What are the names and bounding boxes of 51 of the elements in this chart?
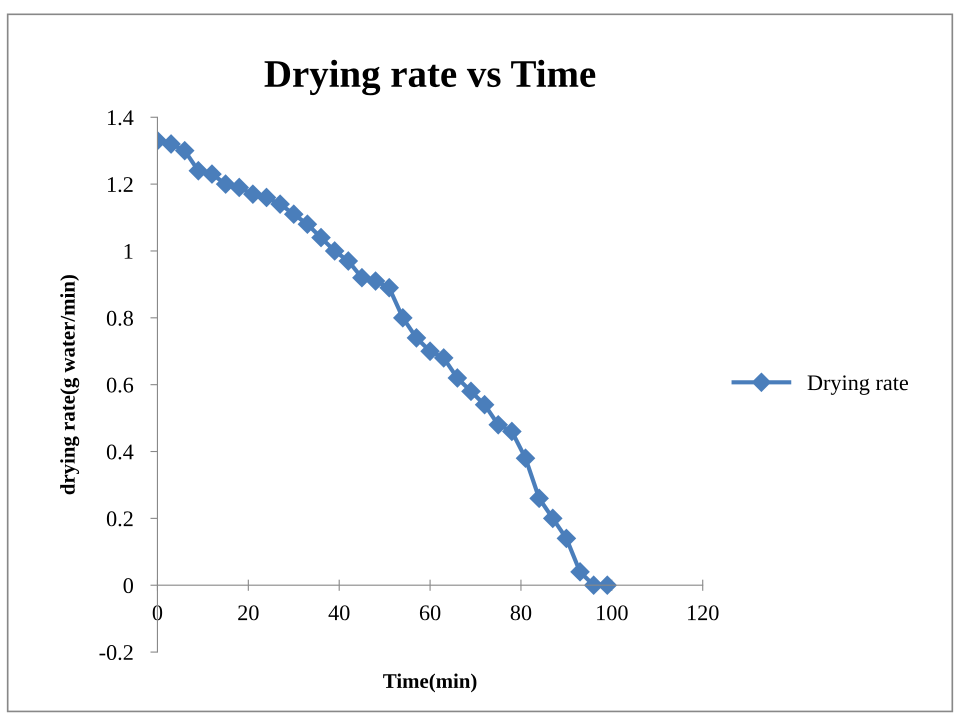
point [270, 194, 290, 214]
x-axis-title: Time(min) [383, 673, 476, 692]
point [543, 508, 562, 528]
point [311, 228, 331, 248]
y-tick-label: 0.2 [106, 511, 133, 526]
y-tick-label: 1.2 [108, 177, 133, 192]
legend-label: Drying rate [808, 375, 908, 395]
point [188, 161, 208, 180]
x-tick-label: 60 [420, 605, 440, 620]
y-tick-label: 1.4 [108, 110, 134, 126]
x-tick-label: 0 [152, 605, 162, 620]
x-tick-label: 100 [597, 605, 628, 620]
point [230, 178, 249, 197]
point [461, 382, 481, 401]
y-tick-label: 0.8 [106, 310, 133, 326]
point [475, 395, 494, 414]
point [420, 342, 440, 361]
point [325, 241, 344, 260]
x-tick-label: 120 [688, 605, 719, 620]
point [256, 188, 276, 208]
point [434, 348, 454, 368]
point [556, 528, 576, 548]
point [448, 368, 467, 388]
y-tick-label: 0 [124, 578, 133, 594]
x-tick-label: 80 [510, 605, 532, 620]
point [298, 214, 317, 234]
point [216, 174, 236, 194]
y-tick-label: 0.4 [106, 444, 134, 460]
point [366, 272, 386, 291]
y-axis-title: drying rate(g water/min) [60, 275, 80, 494]
point [175, 141, 194, 160]
chart-title: Drying rate vs Time [264, 60, 596, 96]
point [338, 251, 358, 271]
point [380, 278, 399, 298]
x-tick-label: 40 [328, 605, 350, 620]
point [352, 268, 372, 288]
y-tick-label: 0.6 [106, 378, 134, 393]
point [530, 488, 549, 508]
y-tick-label: -0.2 [99, 645, 133, 660]
point [488, 415, 508, 434]
point [502, 422, 522, 441]
point [284, 204, 304, 224]
point [202, 164, 222, 184]
point [406, 328, 426, 348]
x-tick-label: 20 [238, 605, 259, 620]
point [570, 562, 590, 582]
point [243, 184, 262, 204]
y-tick-label: 1 [124, 244, 132, 259]
point [162, 134, 181, 154]
point [393, 308, 412, 328]
point [516, 448, 536, 468]
